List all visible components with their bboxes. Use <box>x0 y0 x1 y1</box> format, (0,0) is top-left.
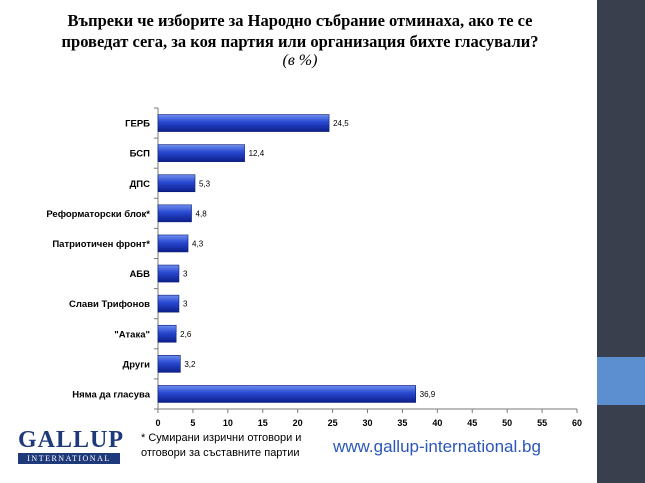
category-label: "Атака" <box>114 329 150 340</box>
category-label: ГЕРБ <box>125 119 150 130</box>
bar <box>157 355 181 373</box>
logo-subtext: INTERNATIONAL <box>18 453 120 464</box>
category-label: Няма да гласува <box>72 389 151 400</box>
bar <box>157 294 180 313</box>
bar <box>157 264 180 283</box>
bar <box>157 174 196 193</box>
bar <box>157 144 245 162</box>
bar-value-label: 36,9 <box>420 390 436 399</box>
x-tick-label: 10 <box>223 418 233 428</box>
category-label: Реформаторски блок* <box>46 209 150 220</box>
website-link[interactable]: www.gallup-international.bg <box>333 437 541 456</box>
bar-value-label: 3 <box>183 300 188 309</box>
bar <box>157 234 189 253</box>
logo-text: GALLUP <box>18 427 125 453</box>
x-tick-label: 55 <box>537 418 547 428</box>
bar-value-label: 12,4 <box>249 149 265 158</box>
sidebar-accent <box>597 357 645 405</box>
category-label: ДПС <box>130 179 151 190</box>
bar <box>157 114 330 132</box>
x-tick-label: 25 <box>328 418 338 428</box>
x-tick-label: 40 <box>432 418 442 428</box>
x-tick-label: 0 <box>155 418 160 428</box>
bar <box>157 204 192 223</box>
sidebar-panel <box>597 0 645 483</box>
bar-value-label: 24,5 <box>333 119 349 128</box>
x-tick-label: 45 <box>467 418 477 428</box>
bar-value-label: 4,3 <box>192 239 204 248</box>
x-tick-label: 35 <box>397 418 407 428</box>
bar-chart: 0 5 10 15 20 25 30 35 40 45 50 55 60 ГЕРБ 24,5 БСП 12,4 Д… <box>46 107 582 428</box>
bar-value-label: 5,3 <box>199 179 211 188</box>
category-label: БСП <box>130 149 151 160</box>
x-tick-label: 15 <box>258 418 268 428</box>
category-label: Други <box>122 359 150 370</box>
chart-title: Въпреки че изборите за Народно събрание … <box>61 11 539 51</box>
bar-value-label: 3 <box>183 270 188 279</box>
x-tick-label: 20 <box>293 418 303 428</box>
category-label: Патриотичен фронт* <box>52 239 150 250</box>
x-tick-label: 30 <box>362 418 372 428</box>
chart-subtitle: (в %) <box>282 52 318 69</box>
x-tick-label: 60 <box>572 418 582 428</box>
bar-value-label: 3,2 <box>184 360 196 369</box>
x-tick-label: 5 <box>190 418 195 428</box>
bar-value-label: 4,8 <box>196 209 208 218</box>
footnote: * Сумирани изрични отговори и отговори з… <box>141 432 302 459</box>
bar <box>157 324 177 343</box>
category-label: Слави Трифонов <box>69 299 150 310</box>
bar-value-label: 2,6 <box>180 330 192 339</box>
gallup-logo: GALLUP INTERNATIONAL <box>18 427 125 466</box>
category-label: АБВ <box>129 269 150 280</box>
bar <box>157 385 416 403</box>
x-tick-label: 50 <box>502 418 512 428</box>
